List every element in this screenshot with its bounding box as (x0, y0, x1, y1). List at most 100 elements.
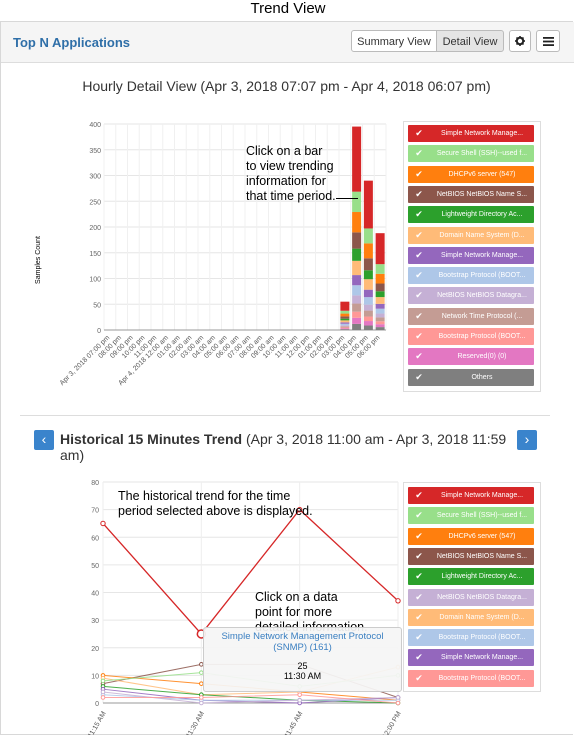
bar-segment (375, 321, 385, 325)
bar-segment (340, 316, 350, 319)
detail-view-button[interactable]: Detail View (436, 30, 504, 52)
legend-item[interactable]: ✔ NetBIOS NetBIOS Datagra... (408, 287, 534, 305)
legend-label: Domain Name System (D... (439, 613, 525, 621)
chevron-left-icon: ‹ (41, 431, 47, 447)
bar-segment (375, 273, 385, 284)
y-tick-label: 200 (89, 225, 101, 232)
legend-item[interactable]: ✔ Lightweight Directory Ac... (408, 568, 534, 586)
y-tick-label: 250 (89, 199, 101, 206)
legend-label: NetBIOS NetBIOS Name S... (436, 190, 528, 198)
series-line (102, 685, 399, 704)
bar-segment (352, 295, 362, 304)
legend-label: Secure Shell (SSH)--used f... (436, 150, 528, 158)
legend-item[interactable]: ✔ Domain Name System (D... (408, 608, 534, 626)
legend-label: DHCPv6 server (547) (448, 170, 516, 178)
checkmark-icon: ✔ (415, 530, 423, 541)
legend-label: Others (471, 373, 493, 381)
bar-segment (352, 323, 362, 330)
legend-label: Bootstrap Protocol (BOOT... (438, 634, 526, 642)
legend-item[interactable]: ✔ Domain Name System (D... (408, 226, 534, 244)
legend-item[interactable]: ✔ DHCPv6 server (547) (408, 527, 534, 545)
checkmark-icon: ✔ (415, 672, 423, 683)
gear-icon (515, 36, 525, 46)
series-line (102, 508, 399, 635)
legend-item[interactable]: ✔ NetBIOS NetBIOS Datagra... (408, 588, 534, 606)
bar-segment (375, 313, 385, 318)
y-tick-label: 50 (93, 302, 101, 309)
previous-period-button[interactable]: ‹ (34, 430, 54, 450)
legend-label: Simple Network Manage... (440, 251, 524, 259)
legend-item[interactable]: ✔ Simple Network Manage... (408, 246, 534, 264)
x-tick-label: 11:15 AM (87, 710, 108, 735)
legend-label: DHCPv6 server (547) (448, 532, 516, 540)
legend-item[interactable]: ✔ Reserved(0) (0) (408, 348, 534, 366)
legend-item[interactable]: ✔ Network Time Protocol (... (408, 307, 534, 325)
data-point (395, 598, 401, 604)
hourly-bar-chart: Samples Count 0 50 100 150 200 250 300 350 400 Apr… (35, 122, 387, 387)
bar-segment (340, 329, 350, 330)
data-point (100, 678, 106, 684)
legend-item[interactable]: ✔ Simple Network Manage... (408, 125, 534, 142)
legend-item[interactable]: ✔ Others (408, 368, 534, 386)
tooltip-title: Simple Network Management Protocol (221, 631, 384, 642)
legend-item[interactable]: ✔ Bootstrap Protocol (BOOT... (408, 328, 534, 345)
bar-segment (375, 324, 385, 328)
checkmark-icon: ✔ (415, 290, 423, 301)
bar-segment (352, 311, 362, 318)
y-tick-label: 100 (89, 277, 101, 284)
y-tick-label: 150 (89, 251, 101, 258)
checkmark-icon: ✔ (415, 550, 423, 561)
next-period-button[interactable]: › (517, 430, 537, 450)
legend-label: Simple Network Manage... (440, 130, 524, 137)
checkmark-icon: ✔ (415, 632, 423, 643)
data-point (199, 695, 204, 700)
bar-segment (340, 310, 350, 314)
legend-item[interactable]: ✔ Bootstrap Protocol (BOOT... (408, 267, 534, 285)
legend-item[interactable]: ✔ Secure Shell (SSH)--used f... (408, 145, 534, 163)
checkmark-icon: ✔ (415, 270, 423, 281)
data-point (199, 700, 204, 706)
bar-segment (352, 285, 362, 296)
legend-item[interactable]: ✔ NetBIOS NetBIOS Name S... (408, 547, 534, 565)
legend-label: Lightweight Directory Ac... (441, 211, 523, 219)
historical-chart-title-range: (Apr 3, 2018 11:00 am - Apr 3, 2018 11:5… (60, 431, 507, 463)
checkmark-icon: ✔ (415, 148, 423, 159)
legend-item[interactable]: ✔ Lightweight Directory Ac... (408, 206, 534, 224)
y-tick-label: 60 (91, 535, 99, 542)
bar-segment (363, 243, 373, 259)
chevron-right-icon: › (524, 431, 530, 447)
bar-segment (375, 317, 385, 322)
checkmark-icon: ✔ (415, 249, 423, 260)
bar-segment (352, 191, 362, 213)
bar-segment (375, 303, 385, 309)
bar-segment (363, 228, 373, 244)
legend-item[interactable]: ✔ Simple Network Manage... (408, 487, 534, 504)
y-tick-label: 0 (97, 328, 101, 335)
legend-item[interactable]: ✔ Simple Network Manage... (408, 649, 534, 667)
menu-button[interactable] (536, 30, 560, 52)
bar-annotation-line: to view trending (246, 159, 334, 173)
legend-label: Bootstrap Protocol (BOOT... (438, 272, 526, 280)
bar-segment (340, 322, 350, 324)
legend-item[interactable]: ✔ DHCPv6 server (547) (408, 165, 534, 183)
bar-chart-annotation: Click on a bar to view trending informatio… (246, 144, 336, 204)
series-line (103, 694, 399, 704)
annotation-pointer-line (336, 198, 358, 199)
panel-header: Top N Applications Summary View Detail V… (1, 22, 574, 63)
legend-item[interactable]: ✔ Bootstrap Protocol (BOOT... (408, 669, 534, 687)
bar-segment (363, 270, 373, 280)
tooltip-subtitle: (SNMP) (161) (273, 642, 332, 653)
legend-label: Bootstrap Protocol (BOOT... (438, 674, 526, 682)
legend-item[interactable]: ✔ Bootstrap Protocol (BOOT... (408, 629, 534, 647)
settings-button[interactable] (509, 30, 531, 52)
legend-item[interactable]: ✔ NetBIOS NetBIOS Name S... (408, 185, 534, 203)
legend-item[interactable]: ✔ Secure Shell (SSH)--used f... (408, 507, 534, 525)
checkmark-icon: ✔ (415, 168, 423, 179)
legend-label: Domain Name System (D... (439, 231, 525, 239)
bar-segment (352, 303, 362, 312)
summary-view-button[interactable]: Summary View (351, 30, 437, 52)
bar-segment (340, 301, 350, 311)
bar-segment (340, 313, 350, 317)
x-tick-label: 12:00 PM (382, 710, 403, 735)
bar-segment (340, 318, 350, 321)
